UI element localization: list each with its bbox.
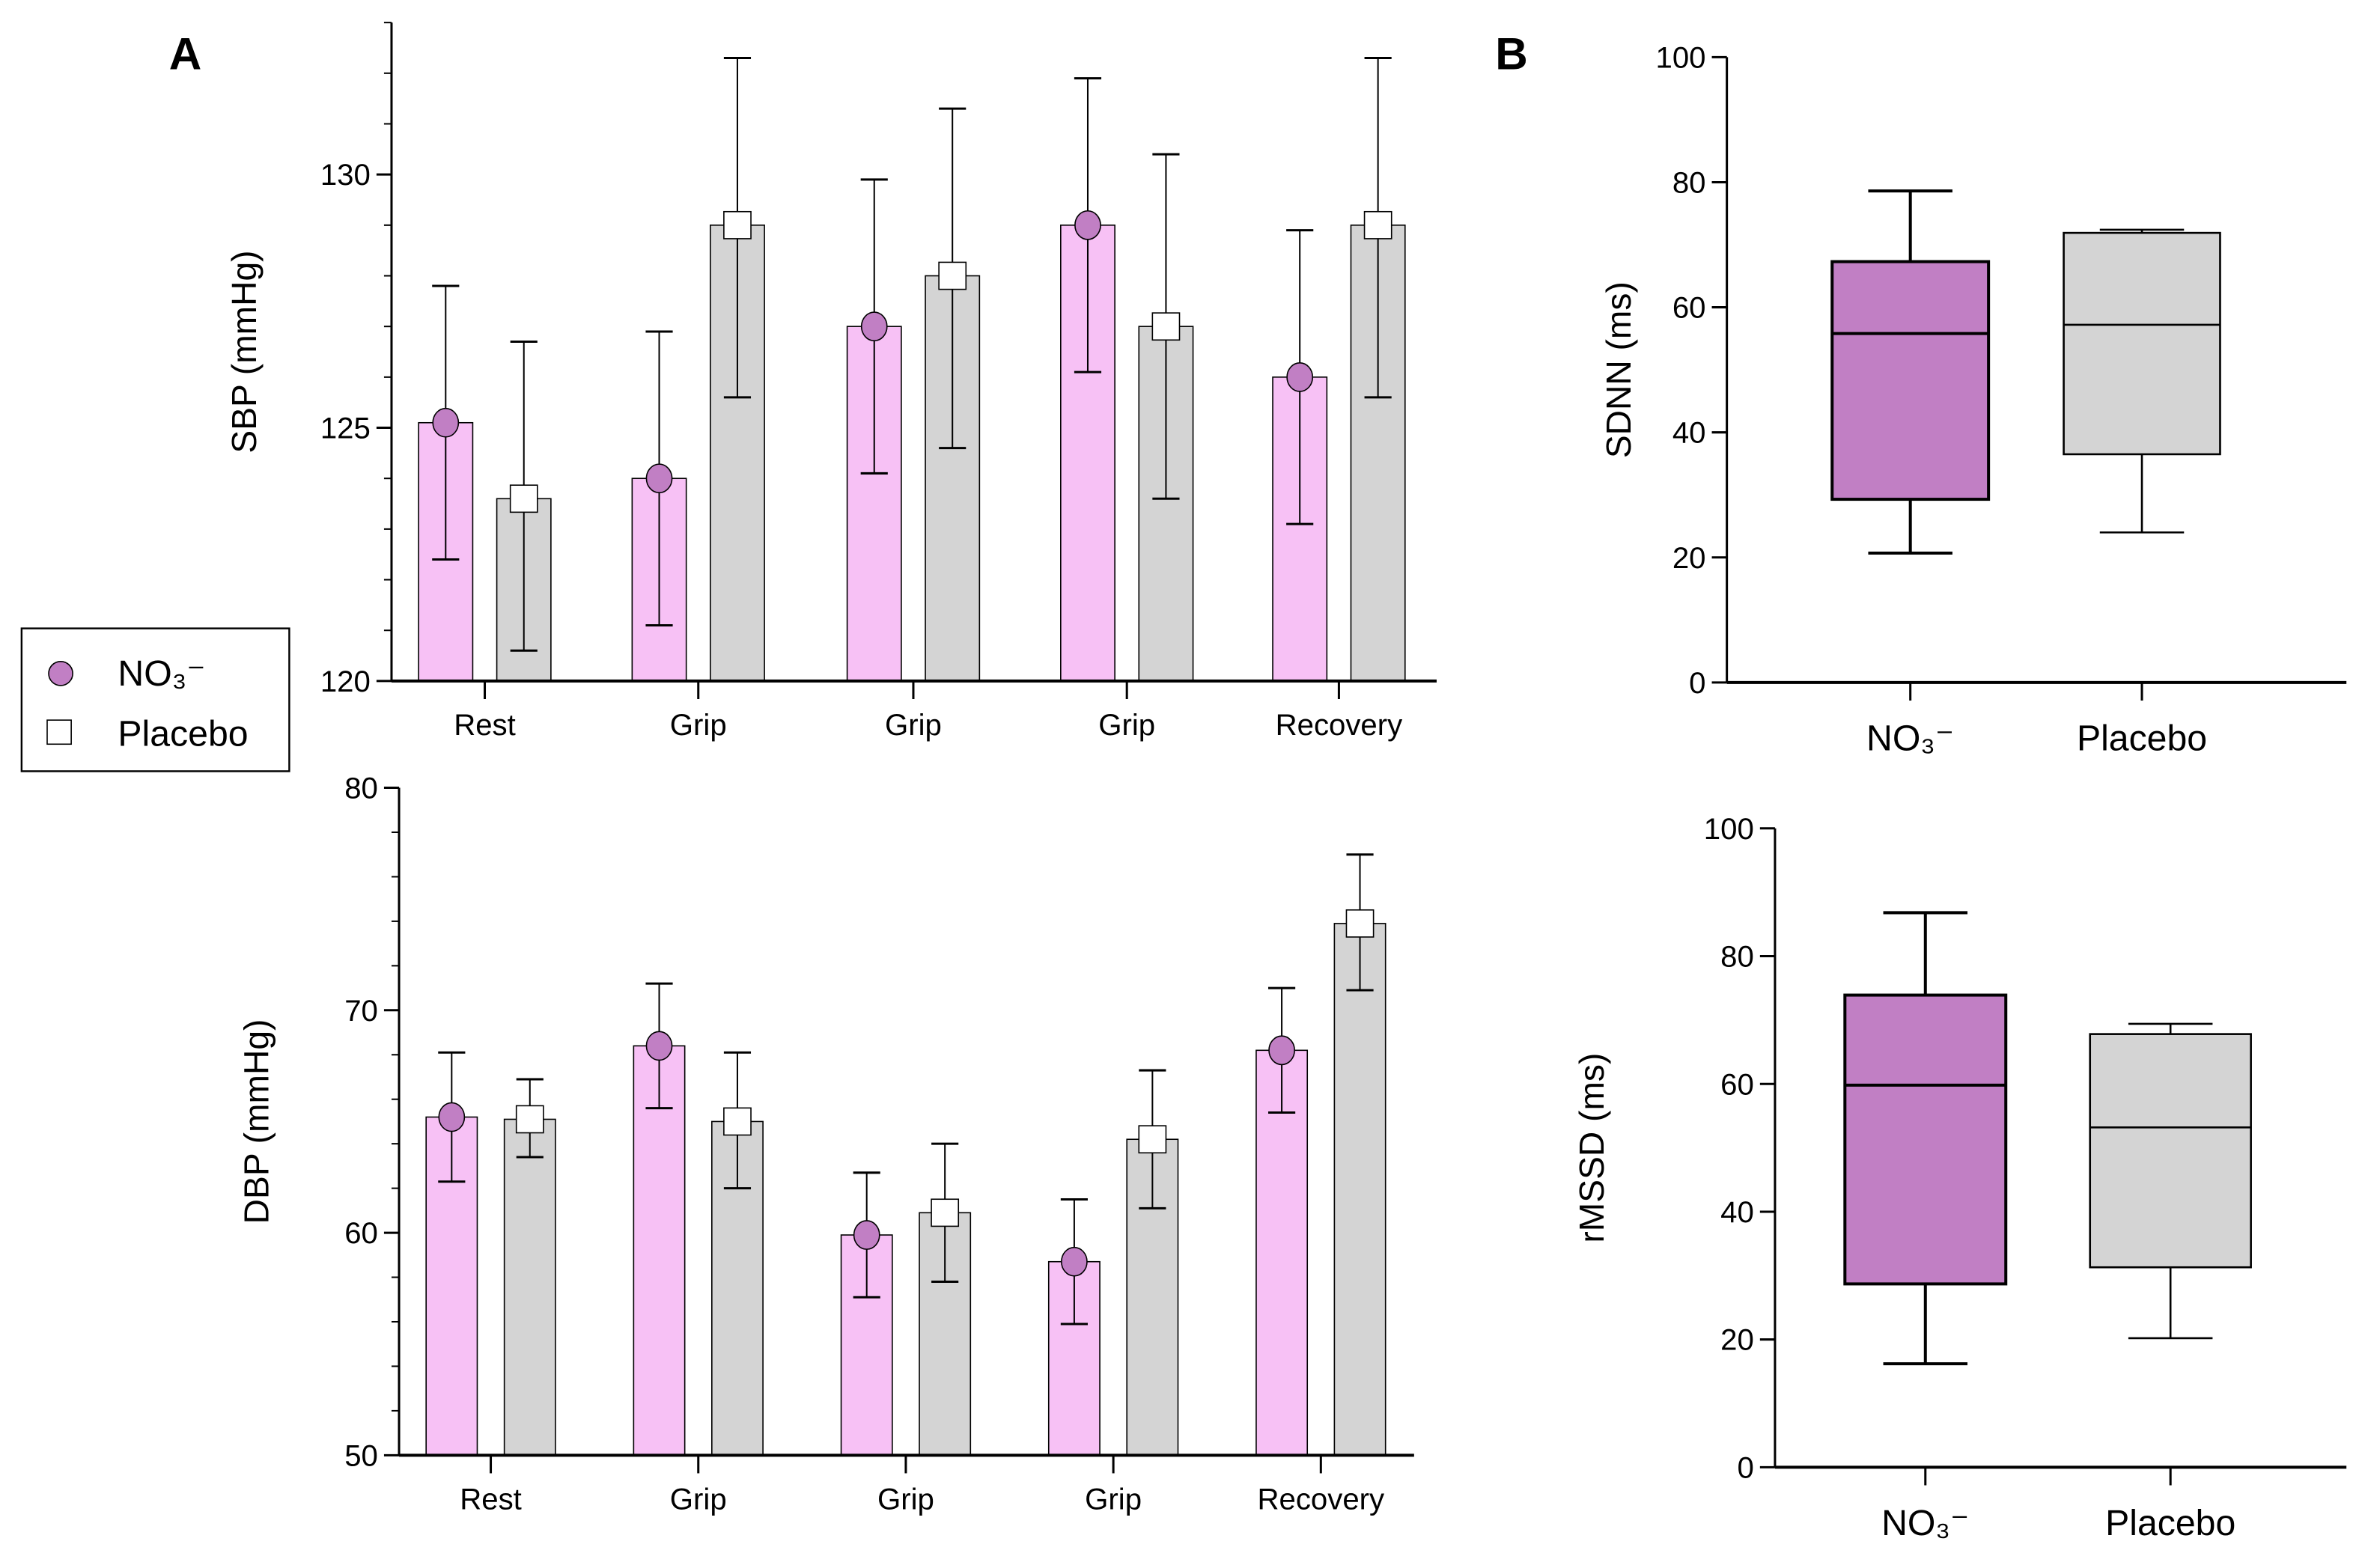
point-placebo	[515, 1105, 544, 1134]
legend-square-icon	[46, 719, 72, 745]
bar-placebo	[503, 1118, 556, 1456]
panel-label-a: A	[169, 28, 202, 79]
y-tick-label: 0	[1737, 1450, 1753, 1484]
y-tick-label: 70	[344, 994, 378, 1028]
y-axis-label: SBP (mmHg)	[225, 250, 264, 453]
point-placebo	[931, 1198, 960, 1227]
box-no3	[1843, 993, 2008, 1286]
box-no3	[1830, 260, 1991, 501]
point-placebo	[509, 484, 538, 513]
x-tick-label: Grip	[670, 1483, 727, 1516]
x-tick-label: Rest	[454, 708, 516, 742]
x-tick-label: NO₃⁻	[1881, 1503, 1969, 1543]
y-tick-label: 40	[1672, 416, 1706, 450]
point-no3	[432, 407, 460, 438]
y-tick-label: 40	[1720, 1195, 1754, 1229]
y-tick-label: 0	[1689, 666, 1705, 700]
point-placebo	[1138, 1125, 1167, 1154]
y-tick-label: 130	[320, 158, 371, 192]
y-tick-label: 120	[320, 665, 371, 698]
point-placebo	[1363, 210, 1392, 240]
y-tick-label: 60	[344, 1216, 378, 1250]
point-no3	[860, 311, 888, 342]
y-tick-label: 80	[344, 772, 378, 805]
point-no3	[645, 463, 673, 494]
point-placebo	[723, 210, 752, 240]
legend-circle-icon	[48, 660, 73, 686]
point-no3	[1074, 210, 1101, 240]
x-tick-label: Placebo	[2105, 1503, 2235, 1543]
y-tick-label: 100	[1704, 812, 1754, 846]
point-placebo	[1345, 909, 1375, 938]
point-placebo	[938, 261, 967, 290]
x-tick-label: Grip	[877, 1483, 934, 1516]
y-axis-label: SDNN (ms)	[1599, 281, 1638, 458]
x-tick-label: Grip	[1085, 1483, 1142, 1516]
bar-placebo	[1350, 225, 1406, 682]
y-tick-label: 20	[1672, 541, 1706, 575]
sbp-chart: SBP (mmHg) 120 125 130 Rest Grip Grip Grip Recov…	[225, 22, 1437, 742]
panel-label-b: B	[1495, 28, 1528, 79]
point-no3	[1061, 1246, 1088, 1277]
legend-label-placebo: Placebo	[118, 713, 248, 754]
bar-placebo	[1333, 923, 1387, 1456]
legend-box	[20, 627, 290, 772]
y-axis-label: rMSSD (ms)	[1572, 1053, 1611, 1243]
point-no3	[438, 1102, 466, 1132]
point-no3	[1268, 1035, 1295, 1066]
x-tick-label: Grip	[670, 708, 727, 742]
legend-label-no3: NO₃⁻	[118, 653, 205, 694]
point-no3	[1286, 362, 1314, 392]
dbp-chart: DBP (mmHg) 50 60 70 80 Rest Grip Grip Grip Recove…	[237, 772, 1414, 1516]
y-tick-label: 80	[1672, 166, 1706, 200]
y-tick-label: 125	[320, 412, 371, 445]
rmssd-chart: rMSSD (ms) 0 20 40 60 80 100 NO₃⁻ Placebo	[1572, 812, 2347, 1543]
y-tick-label: 60	[1720, 1067, 1754, 1101]
sdnn-chart: SDNN (ms) 0 20 40 60 80 100 NO₃⁻ Placebo	[1599, 40, 2347, 758]
x-tick-label: Rest	[460, 1483, 522, 1516]
y-tick-label: 60	[1672, 291, 1706, 325]
legend: NO₃⁻ Placebo	[20, 627, 290, 772]
y-tick-label: 80	[1720, 940, 1754, 974]
y-tick-label: 50	[344, 1439, 378, 1472]
y-axis-label: DBP (mmHg)	[237, 1019, 276, 1224]
bar-no3	[1255, 1049, 1309, 1456]
point-no3	[853, 1220, 880, 1250]
x-tick-label: Recovery	[1258, 1483, 1385, 1516]
point-placebo	[1151, 312, 1181, 341]
point-placebo	[723, 1107, 752, 1136]
x-tick-label: Grip	[1098, 708, 1155, 742]
box-placebo	[2063, 231, 2221, 456]
x-tick-label: NO₃⁻	[1866, 718, 1954, 758]
x-tick-label: Recovery	[1276, 708, 1403, 742]
x-tick-label: Grip	[885, 708, 942, 742]
y-tick-label: 100	[1656, 40, 1706, 74]
bar-no3	[846, 326, 902, 682]
point-no3	[645, 1031, 673, 1061]
box-placebo	[2089, 1033, 2252, 1269]
y-tick-label: 20	[1720, 1323, 1754, 1357]
x-tick-label: Placebo	[2077, 718, 2207, 758]
